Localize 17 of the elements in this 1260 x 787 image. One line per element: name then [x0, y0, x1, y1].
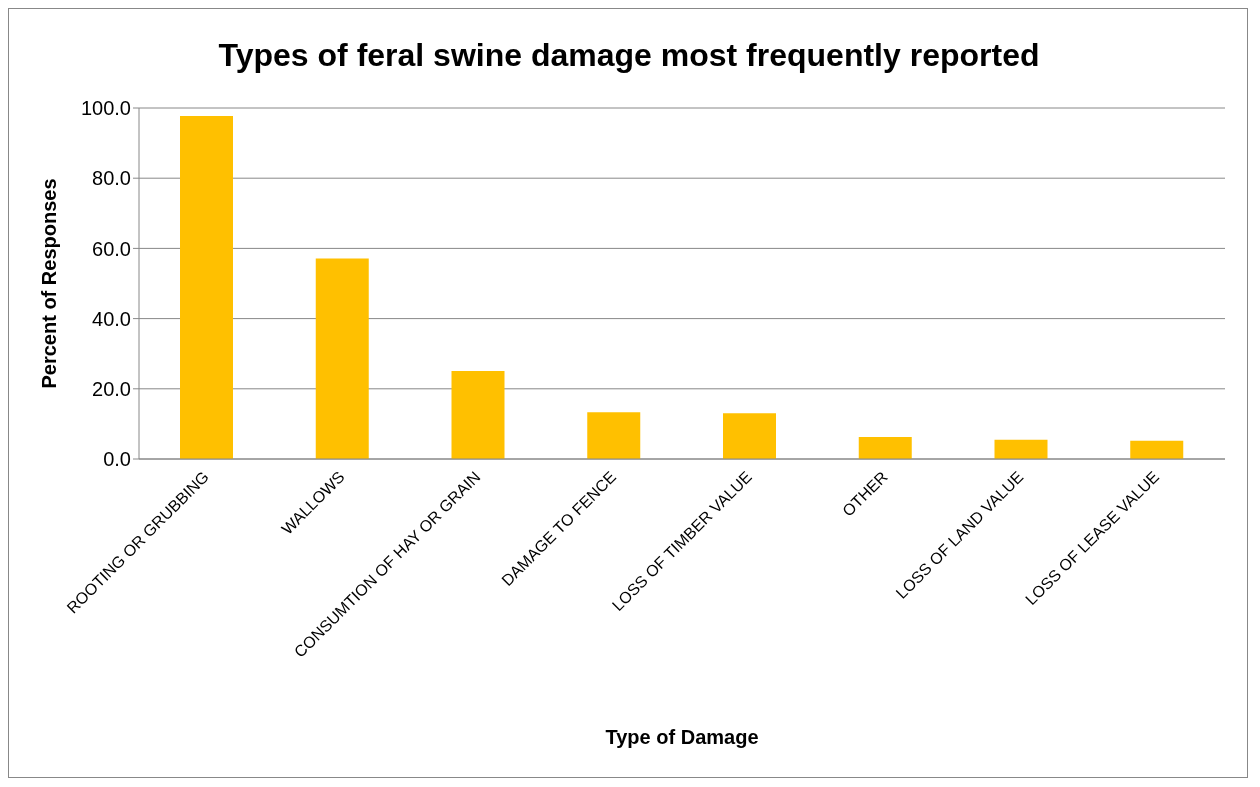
y-axis-title: Percent of Responses: [38, 178, 61, 389]
chart-title: Types of feral swine damage most frequently reported: [217, 37, 1041, 74]
y-tick-label: 60.0: [92, 237, 131, 260]
bar: [1130, 440, 1184, 459]
y-tick-label: 20.0: [92, 377, 131, 400]
bar: [451, 370, 505, 459]
bar: [180, 116, 233, 459]
y-tick-label: 40.0: [92, 307, 131, 330]
bar: [723, 413, 776, 459]
bar: [587, 412, 641, 459]
y-tick-label: 100.0: [80, 97, 131, 120]
y-tick-label: 0.0: [103, 448, 131, 471]
bar: [315, 258, 369, 459]
bar: [858, 436, 912, 459]
x-axis-title: Type of Damage: [605, 726, 759, 748]
bar: [994, 439, 1048, 459]
y-tick-label: 80.0: [92, 167, 131, 190]
